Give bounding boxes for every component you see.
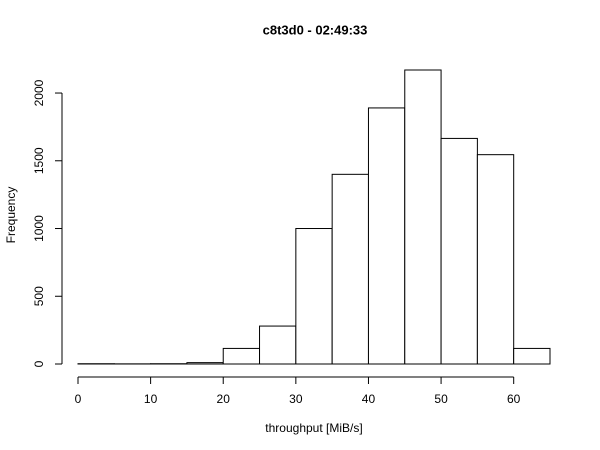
x-tick-label: 20 bbox=[217, 392, 231, 406]
y-tick-label: 1500 bbox=[32, 147, 46, 174]
x-tick-label: 40 bbox=[362, 392, 376, 406]
x-tick-label: 10 bbox=[144, 392, 158, 406]
bar bbox=[513, 347, 551, 365]
x-tick-label: 0 bbox=[75, 392, 82, 406]
bar bbox=[331, 173, 369, 365]
bar bbox=[222, 347, 261, 365]
x-tick-label: 30 bbox=[289, 392, 303, 406]
y-tick-label: 0 bbox=[32, 360, 46, 367]
y-tick-label: 2000 bbox=[32, 79, 46, 106]
bar bbox=[440, 137, 478, 365]
y-axis-label: Frequency bbox=[4, 187, 18, 244]
x-tick-label: 50 bbox=[434, 392, 448, 406]
bar bbox=[295, 228, 333, 365]
chart-title: c8t3d0 - 02:49:33 bbox=[263, 22, 368, 37]
bar bbox=[186, 362, 224, 365]
bar bbox=[404, 69, 442, 365]
y-tick-label: 1000 bbox=[32, 215, 46, 242]
x-axis-label: throughput [MiB/s] bbox=[265, 421, 362, 435]
bar bbox=[259, 325, 297, 365]
x-tick-label: 60 bbox=[507, 392, 521, 406]
bar bbox=[367, 107, 406, 365]
y-tick-label: 500 bbox=[32, 286, 46, 306]
bar bbox=[476, 154, 515, 365]
